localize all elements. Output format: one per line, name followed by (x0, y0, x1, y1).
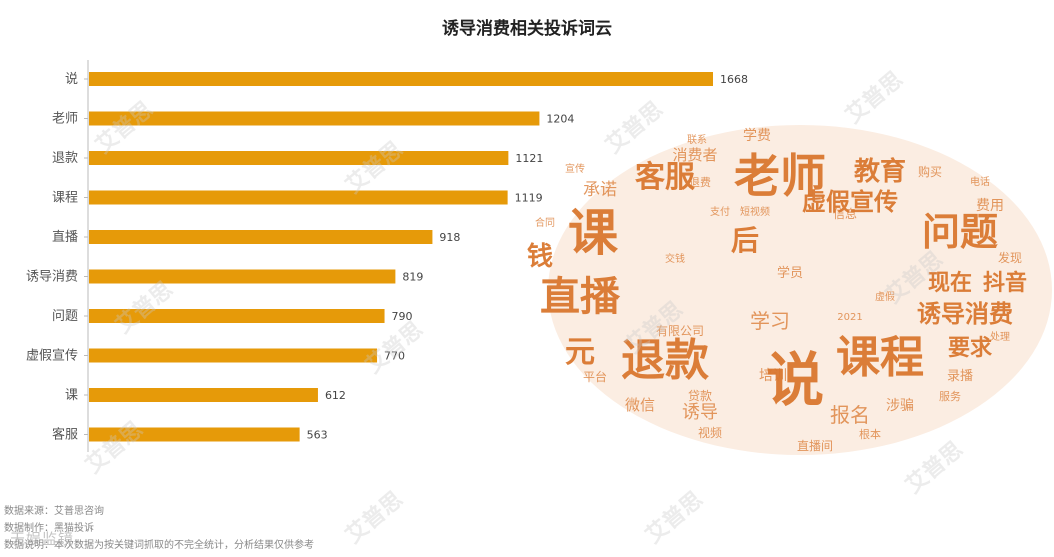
cloud-word: 微信 (625, 396, 655, 414)
bar (89, 269, 396, 284)
cloud-word: 录播 (947, 369, 973, 384)
bar-chart: 说 1668 老师 1204 退款 1121 课程 1119 直播 918 诱导消费 819 问题 790… (26, 60, 748, 452)
bar (89, 348, 378, 363)
category-label: 问题 (52, 309, 78, 324)
category-label: 虚假宣传 (26, 348, 78, 364)
cloud-word: 说 (766, 346, 824, 414)
cloud-word: 课程 (836, 332, 924, 383)
bar (89, 190, 508, 205)
bar (89, 388, 318, 402)
data-label: 1668 (720, 73, 748, 86)
category-label: 直播 (52, 230, 78, 245)
data-label: 1121 (515, 152, 543, 165)
bar (89, 151, 509, 165)
cloud-word: 支付 (710, 205, 730, 218)
data-label: 1119 (515, 192, 543, 205)
cloud-word: 现在 (928, 270, 972, 296)
cloud-word: 费用 (976, 198, 1004, 214)
bar (89, 309, 385, 323)
cloud-word: 视频 (698, 425, 722, 440)
cloud-word: 元 (565, 335, 595, 370)
cloud-word: 老师 (734, 149, 826, 203)
cloud-word: 课 (568, 204, 619, 262)
cloud-word: 信息 (833, 206, 857, 221)
cloud-word: 涉骗 (886, 398, 914, 414)
cloud-word: 培训 (759, 368, 787, 384)
cloud-word: 直播 (540, 274, 621, 320)
category-label: 客服 (52, 427, 78, 443)
cloud-word: 有限公司 (656, 324, 704, 338)
cloud-word: 虚假 (875, 290, 895, 303)
data-label: 1204 (546, 113, 574, 126)
bar (89, 230, 433, 244)
cloud-shape (548, 125, 1052, 455)
footer-note: 数据说明：本次数据为按关键词抓取的不完全统计，分析结果仅供参考 (4, 540, 314, 551)
data-label: 612 (325, 389, 346, 402)
data-label: 563 (307, 429, 328, 442)
footer: 数据来源：艾普思咨询 数据制作：黑猫投诉 数据说明：本次数据为按关键词抓取的不完… (4, 503, 314, 554)
cloud-word: 电话 (970, 175, 990, 188)
cloud-word: 联系 (687, 134, 707, 146)
cloud-word: 报名 (830, 403, 870, 427)
cloud-word: 钱 (527, 242, 553, 272)
cloud-word: 2021 (837, 312, 862, 323)
data-label: 918 (439, 231, 460, 244)
cloud-word: 直播间 (797, 439, 833, 453)
cloud-word: 根本 (859, 427, 881, 441)
cloud-word: 消费者 (672, 146, 717, 164)
bar (89, 427, 300, 442)
cloud-word: 发现 (998, 250, 1022, 265)
cloud-word: 退款 (621, 335, 709, 386)
cloud-word: 合同 (535, 216, 555, 229)
cloud-word: 学员 (777, 265, 803, 281)
cloud-word: 诱导消费 (917, 300, 1013, 328)
cloud-word: 购买 (918, 164, 942, 179)
category-label: 课程 (52, 191, 78, 206)
cloud-word: 服务 (939, 390, 961, 403)
cloud-word: 教育 (854, 156, 906, 187)
cloud-word: 要求 (948, 336, 992, 361)
cloud-word: 贷款 (688, 389, 712, 403)
cloud-word: 短视频 (740, 205, 770, 218)
cloud-word: 学习 (750, 309, 790, 333)
category-label: 老师 (52, 112, 78, 127)
cloud-word: 后 (731, 224, 759, 257)
data-label: 790 (392, 310, 413, 323)
data-label: 770 (384, 350, 405, 363)
cloud-word: 问题 (922, 210, 998, 254)
cloud-word: 虚假宣传 (802, 188, 898, 216)
corner-logo: 天娱监镜 (10, 530, 75, 548)
cloud-word: 退费 (689, 176, 711, 189)
cloud-word: 承诺 (583, 180, 617, 200)
category-label: 课 (65, 388, 78, 403)
footer-producer: 数据制作：黑猫投诉 (4, 523, 94, 534)
cloud-word: 抖音 (983, 270, 1027, 296)
category-label: 诱导消费 (26, 270, 78, 285)
cloud-word: 处理 (990, 331, 1010, 343)
cloud-word: 交钱 (665, 252, 685, 265)
cloud-word: 诱导 (682, 402, 718, 423)
category-label: 退款 (52, 151, 78, 166)
cloud-word: 学费 (743, 128, 771, 144)
chart-title: 诱导消费相关投诉词云 (442, 19, 612, 39)
footer-source: 数据来源：艾普思咨询 (4, 506, 104, 517)
cloud-word: 平台 (583, 369, 607, 384)
bar (89, 72, 713, 86)
cloud-word: 宣传 (565, 162, 585, 175)
cloud-word: 客服 (635, 160, 696, 195)
data-label: 819 (402, 271, 423, 284)
bar (89, 111, 540, 126)
category-label: 说 (65, 72, 78, 87)
